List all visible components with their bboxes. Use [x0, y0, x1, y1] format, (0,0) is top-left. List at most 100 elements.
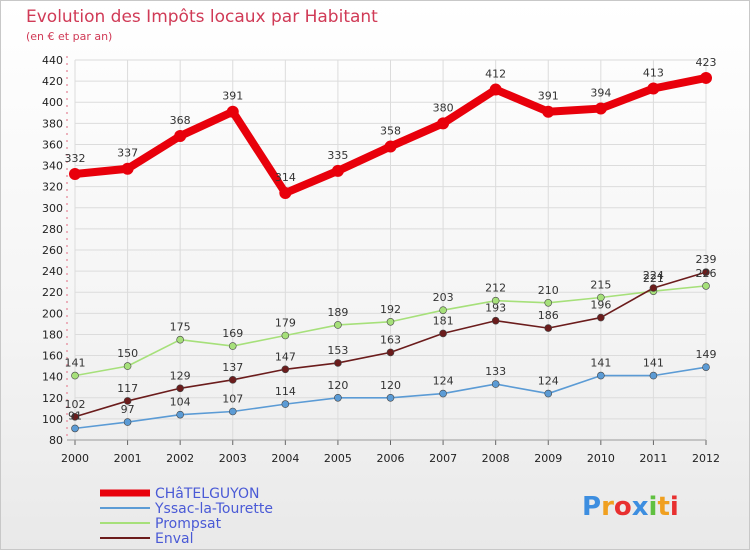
y-tick-label: 440 [42, 54, 63, 67]
data-point [386, 317, 395, 326]
y-tick-label: 320 [42, 181, 63, 194]
data-label: 141 [643, 357, 664, 370]
y-tick-label: 300 [42, 202, 63, 215]
y-tick-label: 240 [42, 265, 63, 278]
data-point [71, 371, 79, 380]
data-label: 423 [696, 56, 717, 69]
data-point [281, 365, 290, 374]
x-tick-label: 2000 [61, 452, 89, 465]
data-point [176, 335, 184, 344]
data-label: 215 [590, 279, 611, 292]
data-label: 196 [590, 299, 611, 312]
y-tick-label: 380 [42, 117, 63, 130]
data-label: 163 [380, 333, 401, 346]
data-label: 102 [65, 398, 86, 411]
legend-label: CHâTELGUYON [155, 486, 259, 502]
data-point [491, 296, 500, 305]
data-label: 193 [485, 302, 506, 315]
x-tick-label: 2004 [271, 452, 299, 465]
data-point [176, 384, 184, 393]
y-tick-label: 160 [42, 350, 63, 363]
data-label: 147 [275, 350, 296, 363]
x-tick-label: 2007 [429, 452, 457, 465]
brand-logo: Proxiti [582, 492, 679, 522]
brand-letter: r [601, 492, 614, 522]
data-point [700, 71, 712, 84]
data-point [702, 363, 710, 371]
y-tick-label: 400 [42, 96, 63, 109]
data-label: 120 [380, 379, 401, 392]
y-tick-label: 140 [42, 371, 63, 384]
data-point [386, 348, 395, 357]
legend-label: Yssac-la-Tourette [154, 501, 273, 517]
data-label: 358 [380, 125, 401, 138]
data-point [439, 329, 447, 338]
y-tick-label: 220 [42, 286, 63, 299]
x-tick-label: 2010 [587, 452, 615, 465]
data-label: 391 [222, 90, 243, 103]
data-point [647, 82, 660, 95]
data-point [597, 293, 605, 302]
x-tick-label: 2011 [639, 452, 667, 465]
y-tick-label: 120 [42, 392, 63, 405]
data-label: 394 [590, 87, 611, 100]
data-point [649, 284, 658, 292]
data-point [176, 410, 184, 419]
data-label: 335 [327, 149, 348, 162]
data-label: 189 [327, 306, 348, 319]
data-label: 391 [538, 90, 559, 103]
x-tick-label: 2003 [219, 452, 247, 465]
data-point [439, 306, 447, 314]
data-point [386, 393, 395, 402]
data-point [174, 130, 187, 142]
brand-letter: x [632, 492, 649, 522]
y-tick-label: 100 [42, 413, 63, 426]
data-point [331, 164, 344, 177]
data-point [281, 331, 290, 340]
y-tick-label: 180 [42, 328, 63, 341]
data-label: 413 [643, 67, 664, 80]
x-tick-label: 2008 [482, 452, 510, 465]
brand-letter: o [614, 492, 632, 522]
data-point [334, 359, 342, 367]
x-axis-ticks: 2000 2001 2002 2003 2004 2005 2006 2007 2008 2009… [61, 452, 720, 465]
brand-letter: P [582, 492, 601, 522]
y-tick-label: 260 [42, 244, 63, 257]
data-point [384, 140, 397, 153]
data-label: 380 [433, 101, 454, 114]
axes [66, 56, 707, 445]
data-point [437, 117, 450, 130]
data-point [491, 316, 500, 325]
data-label: 107 [222, 393, 243, 406]
x-tick-label: 2006 [377, 452, 405, 465]
data-point [226, 105, 239, 118]
legend: CHâTELGUYONYssac-la-TourettePrompsatEnva… [100, 486, 273, 547]
data-label: 412 [485, 68, 506, 81]
data-labels: 91 97 104 107 114 120 120 124 133 124 141 141 149 141… [65, 56, 717, 422]
data-label: 337 [117, 147, 138, 160]
brand-letter: i [670, 492, 679, 522]
data-label: 104 [170, 396, 191, 409]
data-label: 137 [222, 361, 243, 374]
data-point [71, 424, 79, 433]
data-label: 114 [275, 385, 296, 398]
data-point [123, 418, 132, 426]
data-point [542, 105, 555, 118]
data-label: 314 [275, 171, 296, 184]
y-tick-label: 340 [42, 160, 63, 173]
series-lines [69, 71, 712, 433]
data-label: 124 [538, 375, 559, 388]
data-label: 91 [68, 409, 82, 422]
y-tick-label: 420 [42, 75, 63, 88]
data-point [649, 371, 658, 380]
data-point [121, 162, 134, 175]
data-label: 224 [643, 269, 664, 282]
x-tick-label: 2005 [324, 452, 352, 465]
data-label: 120 [327, 379, 348, 392]
data-point [544, 389, 553, 398]
y-axis-ticks: 80 100 120 140 160 180 200 220 240 260 280 300 320 34… [42, 54, 63, 447]
chart-title: Evolution des Impôts locaux par Habitant [26, 7, 378, 27]
x-tick-label: 2002 [166, 452, 194, 465]
data-point [71, 412, 79, 421]
data-point [228, 376, 237, 384]
